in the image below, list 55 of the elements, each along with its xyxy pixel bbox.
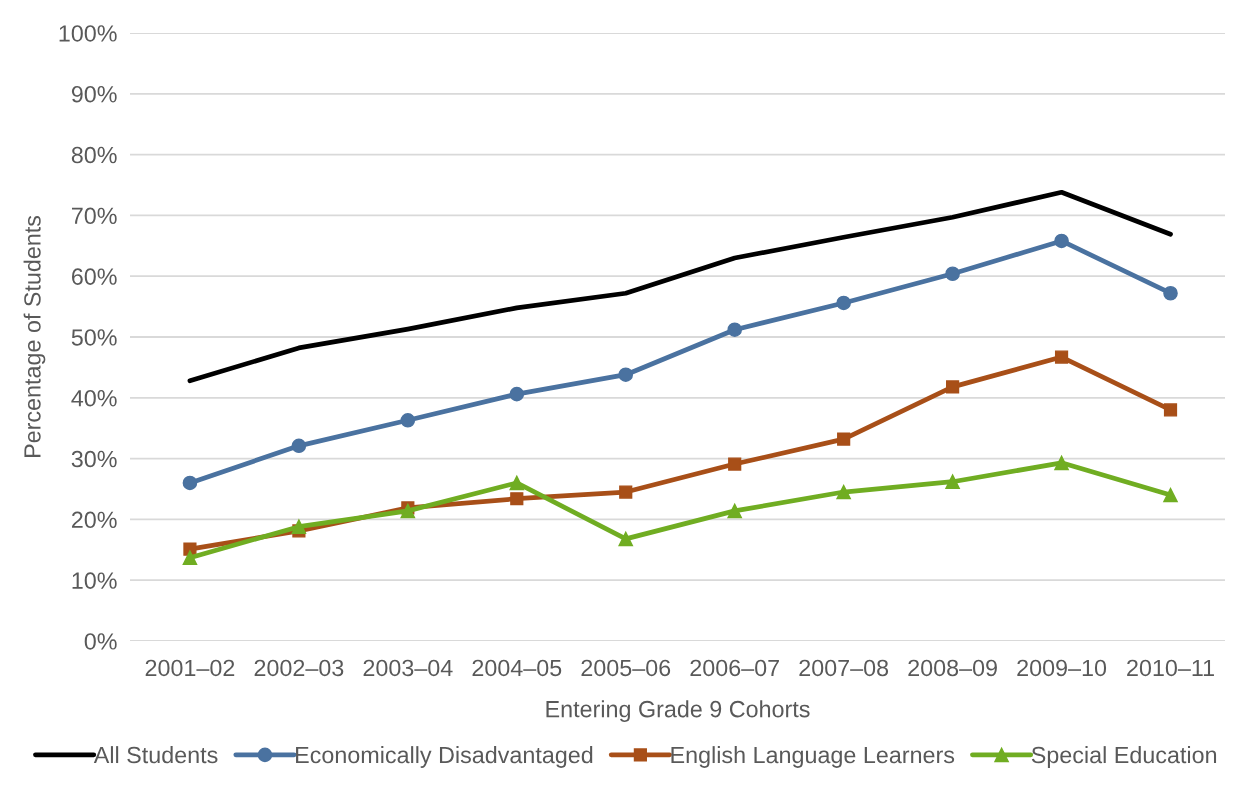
legend-label: All Students [93, 746, 218, 764]
y-axis-title: Percentage of Students [23, 215, 46, 458]
point [1163, 403, 1178, 417]
x-tick-label: 2009–10 [1017, 659, 1107, 677]
y-tick-label: 20% [71, 511, 117, 529]
y-tick-label: 10% [72, 572, 117, 589]
y-tick-label: 50% [71, 329, 117, 346]
point [1054, 233, 1069, 249]
point [945, 266, 960, 282]
point [619, 485, 633, 499]
point [1054, 350, 1069, 364]
x-tick-label: 2004–05 [472, 659, 562, 677]
point [1163, 487, 1178, 503]
point [291, 438, 307, 454]
legend-label: Special Education [1031, 746, 1217, 768]
point [946, 380, 960, 394]
point [727, 503, 742, 519]
point [618, 367, 634, 382]
y-tick-label: 100% [59, 25, 117, 42]
point [1163, 285, 1178, 301]
legend-label: Economically Disadvantaged [296, 746, 593, 768]
y-tick-label: 30% [71, 450, 117, 468]
x-tick-label: 2008–09 [908, 659, 997, 677]
x-axis-title: Entering Grade 9 Cohorts [546, 700, 810, 722]
x-tick-label: 2007–08 [799, 659, 889, 677]
x-tick-label: 2005–06 [581, 659, 671, 677]
line-series [187, 189, 1173, 384]
y-tick-label: 80% [71, 146, 117, 164]
y-tick-label: 90% [71, 85, 117, 103]
point [837, 432, 851, 446]
point [182, 550, 198, 565]
x-tick-label: 2001–02 [145, 659, 235, 677]
point [1054, 455, 1069, 471]
x-tick-label: 2003–04 [363, 659, 453, 677]
y-tick-label: 70% [72, 207, 117, 225]
point [291, 519, 307, 534]
point [836, 295, 851, 311]
point [836, 484, 851, 500]
y-tick-label: 60% [71, 268, 117, 285]
point [400, 413, 416, 428]
legend-label: English Language Learners [671, 746, 955, 768]
point [510, 492, 524, 506]
point [945, 474, 960, 489]
point [727, 322, 742, 337]
x-tick-label: 2006–07 [690, 659, 779, 677]
x-tick-label: 2010–11 [1127, 659, 1214, 677]
point [509, 475, 525, 491]
y-tick-label: 40% [71, 389, 117, 407]
y-tick-label: 0% [84, 633, 117, 650]
x-tick-label: 2002–03 [254, 659, 344, 677]
point [400, 503, 416, 519]
point [618, 531, 634, 547]
point [182, 475, 198, 491]
point [728, 457, 742, 471]
point [509, 386, 525, 402]
